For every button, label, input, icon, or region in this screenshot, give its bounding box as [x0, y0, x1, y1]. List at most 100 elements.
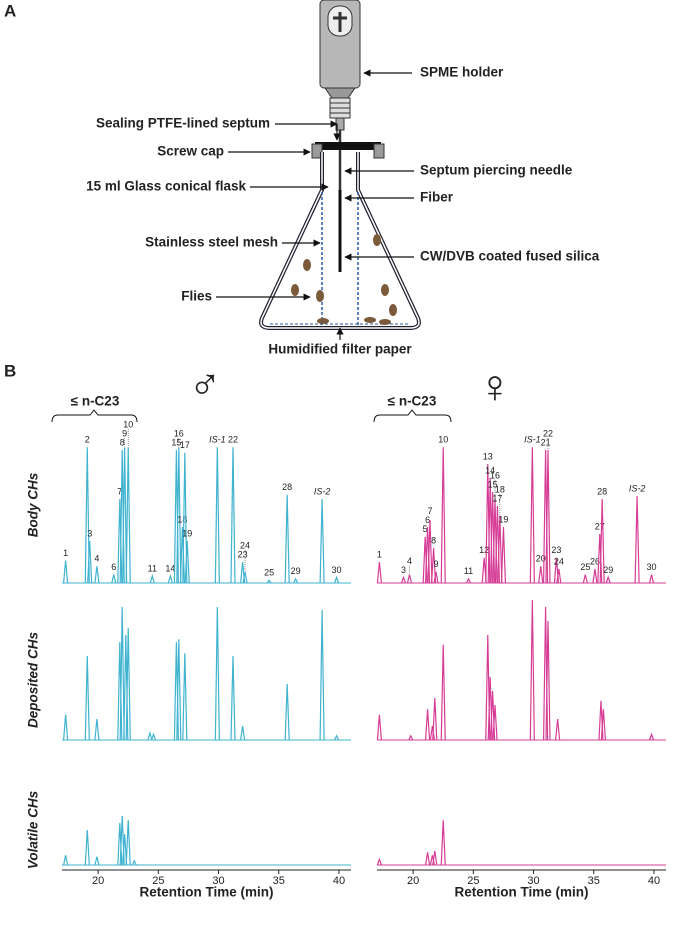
peak: [150, 732, 157, 741]
peak: [430, 547, 437, 584]
peak: [440, 447, 446, 584]
peak-label: 4: [94, 554, 99, 564]
peak: [429, 725, 435, 741]
peak: [605, 575, 611, 584]
label: Fiber: [420, 190, 454, 205]
peak-label: 28: [597, 486, 607, 496]
peak-label: IS-2: [629, 484, 646, 494]
arrows: [216, 69, 414, 340]
peak: [84, 829, 90, 866]
diagram-labels: SPME holder Sealing PTFE-lined septum Sc…: [86, 65, 600, 357]
peak: [319, 498, 325, 584]
peak-label: 11: [148, 563, 157, 573]
label: Sealing PTFE-lined septum: [96, 116, 270, 131]
x-tick-label: 40: [648, 875, 660, 887]
peak: [440, 820, 446, 866]
peak-label: 4: [407, 556, 412, 566]
peak-label: 7: [427, 506, 432, 516]
peak: [125, 820, 131, 866]
peak: [648, 732, 655, 741]
label: CW/DVB coated fused silica: [420, 249, 600, 264]
peak: [582, 574, 588, 584]
peak: [648, 574, 655, 584]
peak: [84, 655, 90, 741]
peak: [376, 714, 383, 741]
peak: [182, 452, 188, 584]
peak: [122, 447, 128, 584]
peak: [465, 577, 472, 584]
peak-label: 22: [228, 435, 238, 445]
peak: [427, 519, 433, 584]
peak-label: 29: [603, 565, 613, 575]
peak: [240, 725, 246, 741]
peak-label: 8: [120, 437, 125, 447]
peak: [432, 850, 438, 866]
peak-label: 17: [492, 493, 502, 503]
peak: [147, 730, 153, 741]
peak-label: 24: [240, 540, 250, 550]
peak: [149, 573, 155, 584]
peak: [122, 834, 128, 866]
peak: [125, 627, 131, 741]
x-tick-label: 40: [333, 875, 345, 887]
label: Screw cap: [157, 144, 224, 159]
peak: [440, 644, 446, 741]
peak-label: 8: [431, 535, 436, 545]
x-tick-label: 20: [407, 875, 419, 887]
peak: [266, 579, 272, 584]
peak-label: 14: [485, 465, 495, 475]
row-label: Body CHs: [26, 472, 41, 537]
peak: [167, 573, 173, 584]
peak-label: 12: [479, 545, 489, 555]
peak: [184, 540, 190, 584]
peak: [492, 704, 498, 741]
peak: [284, 683, 290, 741]
peak: [592, 568, 598, 584]
spme-device: [319, 0, 361, 272]
peak-label: 7: [117, 486, 122, 496]
peak: [214, 606, 220, 741]
x-tick-label: 25: [152, 875, 164, 887]
peak: [538, 566, 544, 584]
peak: [555, 718, 561, 741]
female-symbol: ♀: [478, 360, 513, 412]
row-label: Deposited CHs: [26, 632, 41, 729]
peak-label: 26: [590, 556, 600, 566]
peak-label: IS-1: [524, 435, 541, 445]
peak-label: 16: [174, 428, 184, 438]
peak: [63, 560, 69, 584]
peak: [406, 574, 413, 584]
peak: [111, 574, 117, 584]
x-tick-label: 30: [212, 875, 224, 887]
peak-label: 11: [464, 566, 473, 576]
peak-label: 14: [165, 563, 175, 573]
peak: [334, 734, 340, 741]
peak-label: 3: [401, 565, 406, 575]
label: Stainless steel mesh: [145, 235, 278, 250]
peak-label: 23: [238, 549, 248, 559]
peak: [376, 561, 383, 584]
peak: [182, 653, 188, 741]
peak-label: 24: [554, 556, 564, 566]
peak: [230, 447, 236, 584]
peak-label: 9: [122, 428, 127, 438]
peak-label: IS-1: [209, 435, 226, 445]
peak: [242, 571, 248, 584]
peak-label: 15: [171, 437, 181, 447]
peak: [545, 449, 551, 584]
peak: [600, 709, 606, 741]
x-axis-label: Retention Time (min): [139, 885, 273, 900]
peak: [333, 575, 340, 584]
x-tick-label: 20: [92, 875, 104, 887]
peak-label: 5: [423, 524, 428, 534]
peak: [94, 718, 100, 741]
peak: [424, 852, 431, 866]
peak: [125, 447, 131, 584]
peak-label: 19: [182, 528, 192, 538]
peak: [131, 859, 137, 866]
peak-label: 22: [543, 428, 553, 438]
label: Flies: [181, 289, 212, 304]
peak: [94, 566, 100, 584]
